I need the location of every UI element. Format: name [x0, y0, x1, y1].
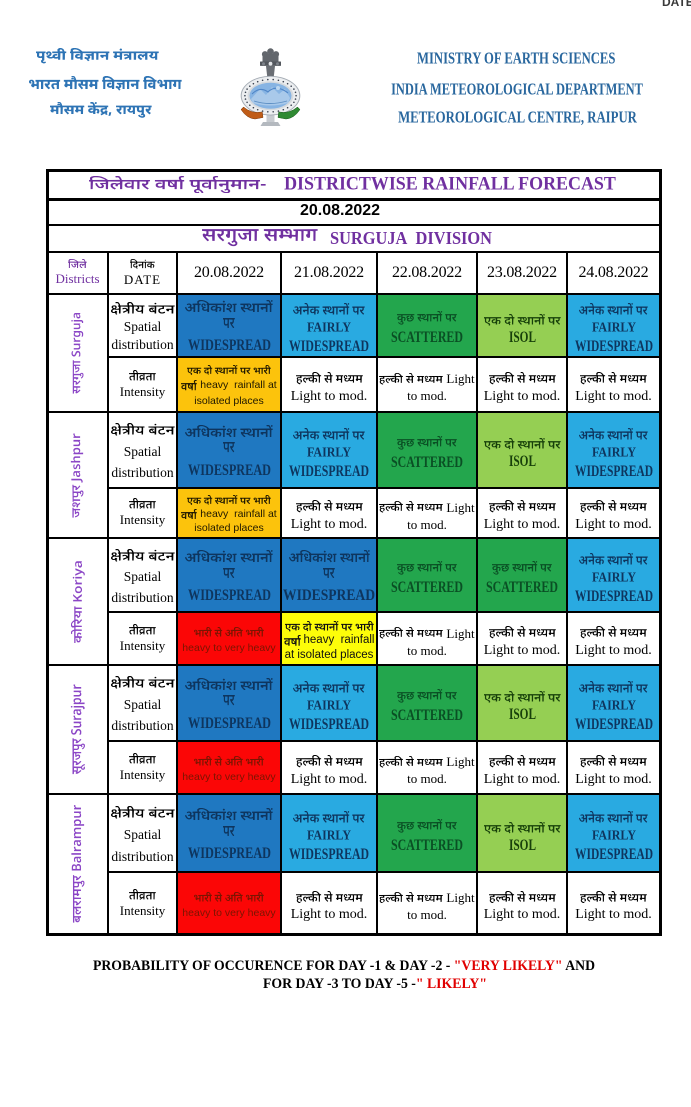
svg-text:WIDESPREAD: WIDESPREAD — [575, 588, 653, 603]
svg-text:PROBABILITY OF OCCURENCE FOR D: PROBABILITY OF OCCURENCE FOR DAY -1 & DA… — [93, 958, 595, 974]
svg-text:FAIRLY: FAIRLY — [307, 445, 351, 458]
svg-text:WIDESPREAD: WIDESPREAD — [188, 715, 271, 730]
svg-text:WIDESPREAD: WIDESPREAD — [575, 338, 653, 353]
svg-text:SCATTERED: SCATTERED — [486, 580, 558, 594]
svg-text:WIDESPREAD: WIDESPREAD — [575, 463, 653, 478]
svg-text:FAIRLY: FAIRLY — [307, 698, 351, 711]
svg-text:SCATTERED: SCATTERED — [391, 838, 463, 852]
svg-text:ISOL: ISOL — [509, 838, 536, 852]
svg-text:SCATTERED: SCATTERED — [391, 708, 463, 722]
svg-text:WIDESPREAD: WIDESPREAD — [575, 846, 653, 861]
svg-text:WIDESPREAD: WIDESPREAD — [188, 587, 271, 602]
svg-text:FAIRLY: FAIRLY — [592, 828, 636, 841]
svg-text:ISOL: ISOL — [509, 707, 536, 721]
svg-text:WIDESPREAD: WIDESPREAD — [289, 846, 369, 861]
svg-text:INDIA METEOROLOGICAL DEPARTMEN: INDIA METEOROLOGICAL DEPARTMENT — [391, 81, 643, 99]
svg-text:WIDESPREAD: WIDESPREAD — [289, 716, 369, 731]
svg-text:ISOL: ISOL — [509, 330, 536, 344]
svg-text:FOR DAY -3 TO DAY -5 -" LIKELY: FOR DAY -3 TO DAY -5 -" LIKELY" — [263, 976, 487, 992]
svg-text:WIDESPREAD: WIDESPREAD — [575, 716, 653, 731]
svg-text:FAIRLY: FAIRLY — [592, 698, 636, 711]
svg-text:SCATTERED: SCATTERED — [391, 580, 463, 594]
svg-text:FAIRLY: FAIRLY — [592, 320, 636, 333]
svg-text:FAIRLY: FAIRLY — [592, 570, 636, 583]
svg-text:WIDESPREAD: WIDESPREAD — [188, 462, 271, 477]
svg-text:METEOROLOGICAL CENTRE, RAIPUR: METEOROLOGICAL CENTRE, RAIPUR — [398, 109, 637, 127]
svg-text:FAIRLY: FAIRLY — [307, 320, 351, 333]
svg-text:WIDESPREAD: WIDESPREAD — [188, 845, 271, 860]
svg-text:SCATTERED: SCATTERED — [391, 455, 463, 469]
svg-text:SURGUJA DIVISION: SURGUJA DIVISION — [330, 230, 492, 248]
svg-text:DISTRICTWISE RAINFALL FORECAST: DISTRICTWISE RAINFALL FORECAST — [284, 175, 616, 194]
svg-text:WIDESPREAD: WIDESPREAD — [188, 337, 271, 352]
svg-text:FAIRLY: FAIRLY — [307, 828, 351, 841]
svg-text:MINISTRY OF EARTH SCIENCES: MINISTRY OF EARTH SCIENCES — [417, 50, 615, 68]
svg-text:WIDESPREAD: WIDESPREAD — [289, 338, 369, 353]
svg-text:ISOL: ISOL — [509, 454, 536, 468]
svg-text:WIDESPREAD: WIDESPREAD — [289, 463, 369, 478]
svg-text:SCATTERED: SCATTERED — [391, 330, 463, 344]
svg-text:FAIRLY: FAIRLY — [592, 445, 636, 458]
svg-text:WIDESPREAD: WIDESPREAD — [283, 587, 375, 602]
